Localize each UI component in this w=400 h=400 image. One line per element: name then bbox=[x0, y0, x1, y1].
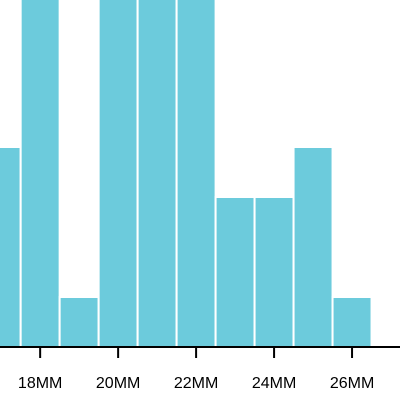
x-tick-label: 22MM bbox=[174, 375, 218, 392]
bars bbox=[0, 0, 373, 347]
bar bbox=[97, 0, 139, 347]
x-tick-label: 20MM bbox=[96, 375, 140, 392]
bar bbox=[19, 0, 61, 347]
bar bbox=[331, 296, 373, 347]
x-tick-label: 24MM bbox=[252, 375, 296, 392]
x-tick-label: 26MM bbox=[330, 375, 374, 392]
bar bbox=[136, 0, 178, 347]
bar bbox=[175, 0, 217, 347]
bar bbox=[253, 196, 295, 347]
bar bbox=[292, 146, 334, 347]
bar bbox=[0, 146, 22, 347]
bar bbox=[58, 296, 100, 347]
bar bbox=[214, 196, 256, 347]
x-tick-label: 18MM bbox=[18, 375, 62, 392]
